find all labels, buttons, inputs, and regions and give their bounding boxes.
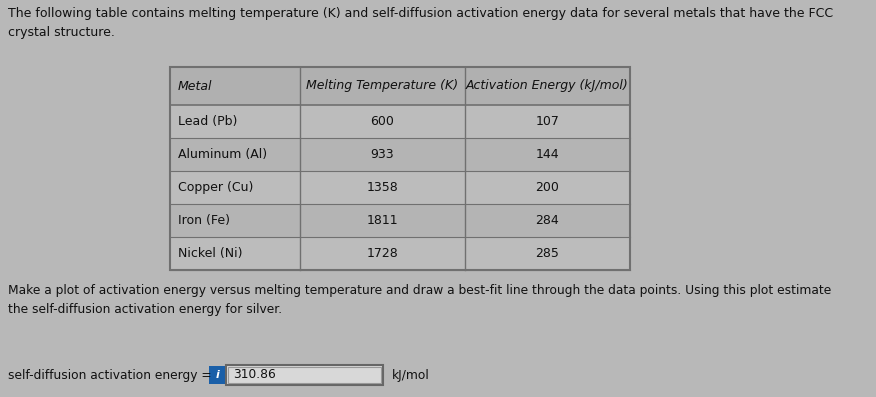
Bar — [170, 171, 630, 204]
Bar — [426, 67, 430, 270]
Text: 600: 600 — [371, 115, 394, 128]
Bar — [458, 67, 462, 270]
Bar — [530, 67, 534, 270]
Bar — [570, 67, 574, 270]
Bar — [274, 67, 278, 270]
Bar — [562, 67, 566, 270]
Bar — [490, 67, 494, 270]
Text: 285: 285 — [535, 247, 560, 260]
Bar — [554, 67, 558, 270]
Text: Iron (Fe): Iron (Fe) — [178, 214, 230, 227]
Bar — [258, 67, 262, 270]
Bar — [178, 67, 182, 270]
Text: Copper (Cu): Copper (Cu) — [178, 181, 253, 194]
Text: 107: 107 — [535, 115, 560, 128]
Bar — [290, 67, 294, 270]
Bar — [234, 67, 238, 270]
Text: 933: 933 — [371, 148, 394, 161]
Text: 1358: 1358 — [367, 181, 399, 194]
Bar — [466, 67, 470, 270]
Bar — [386, 67, 390, 270]
Bar — [434, 67, 438, 270]
Bar — [242, 67, 246, 270]
Bar — [506, 67, 510, 270]
Bar — [194, 67, 198, 270]
Bar — [218, 67, 222, 270]
Bar — [322, 67, 326, 270]
Bar — [282, 67, 286, 270]
Bar — [362, 67, 366, 270]
Text: 144: 144 — [536, 148, 559, 161]
Bar — [594, 67, 598, 270]
Bar — [314, 67, 318, 270]
Text: Nickel (Ni): Nickel (Ni) — [178, 247, 243, 260]
Bar — [482, 67, 486, 270]
Bar — [170, 204, 630, 237]
Bar — [170, 138, 630, 171]
Bar — [186, 67, 190, 270]
Bar — [402, 67, 406, 270]
Bar — [226, 365, 383, 385]
Bar — [394, 67, 398, 270]
Text: 200: 200 — [535, 181, 560, 194]
Text: Melting Temperature (K): Melting Temperature (K) — [307, 79, 458, 93]
Bar — [378, 67, 382, 270]
Bar — [450, 67, 454, 270]
Bar — [170, 105, 630, 138]
Bar — [170, 67, 174, 270]
Text: Aluminum (Al): Aluminum (Al) — [178, 148, 267, 161]
Bar — [330, 67, 334, 270]
Bar — [250, 67, 254, 270]
Bar — [522, 67, 526, 270]
Bar — [266, 67, 270, 270]
Bar — [498, 67, 502, 270]
Bar — [610, 67, 614, 270]
Bar — [209, 366, 227, 384]
Bar — [210, 67, 214, 270]
Bar — [514, 67, 518, 270]
Bar — [418, 67, 422, 270]
Text: Metal: Metal — [178, 79, 213, 93]
Bar — [410, 67, 414, 270]
Bar — [346, 67, 350, 270]
Bar — [370, 67, 374, 270]
Bar — [578, 67, 582, 270]
Bar — [170, 67, 630, 105]
Text: kJ/mol: kJ/mol — [392, 368, 430, 382]
Bar — [354, 67, 358, 270]
Bar — [170, 237, 630, 270]
Bar — [626, 67, 630, 270]
Text: The following table contains melting temperature (K) and self-diffusion activati: The following table contains melting tem… — [8, 7, 833, 39]
Bar — [538, 67, 542, 270]
Text: i: i — [216, 370, 220, 380]
Bar — [170, 67, 630, 270]
Text: self-diffusion activation energy =: self-diffusion activation energy = — [8, 368, 211, 382]
Text: Activation Energy (kJ/mol): Activation Energy (kJ/mol) — [466, 79, 629, 93]
Bar — [442, 67, 446, 270]
Text: 310.86: 310.86 — [233, 368, 276, 382]
Bar — [546, 67, 550, 270]
Bar — [202, 67, 206, 270]
Bar — [226, 67, 230, 270]
Text: 284: 284 — [535, 214, 560, 227]
Bar — [586, 67, 590, 270]
Bar — [338, 67, 342, 270]
Text: 1728: 1728 — [367, 247, 399, 260]
Bar — [298, 67, 302, 270]
Text: Lead (Pb): Lead (Pb) — [178, 115, 237, 128]
Text: 1811: 1811 — [367, 214, 399, 227]
Text: Make a plot of activation energy versus melting temperature and draw a best-fit : Make a plot of activation energy versus … — [8, 284, 831, 316]
Bar — [602, 67, 606, 270]
Bar — [618, 67, 622, 270]
Bar — [474, 67, 478, 270]
Bar — [228, 367, 381, 383]
Bar — [170, 67, 630, 270]
Bar — [306, 67, 310, 270]
